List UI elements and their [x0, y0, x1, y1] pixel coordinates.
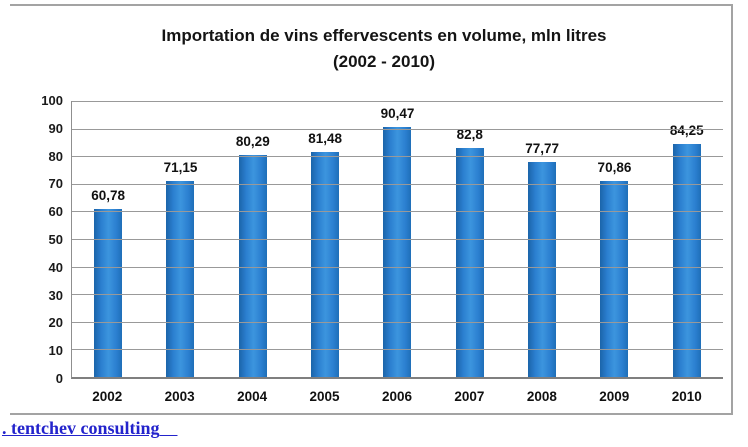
gridline — [72, 183, 723, 185]
bar — [166, 180, 195, 377]
bar-slot: 81,48 — [289, 101, 361, 377]
gridline — [72, 101, 723, 102]
bar — [528, 162, 557, 377]
bar — [600, 181, 629, 377]
gridline — [72, 239, 723, 240]
gridline — [72, 128, 723, 130]
y-tick-label: 50 — [48, 232, 63, 247]
x-tick-label: 2006 — [381, 389, 412, 404]
bar-slot: 90,47 — [361, 101, 433, 377]
bar-value-label: 60,78 — [91, 188, 126, 204]
y-tick-label: 90 — [48, 120, 63, 136]
chart-frame: Importation de vins effervescents en vol… — [10, 4, 733, 415]
bar-slot: 70,86 — [578, 101, 650, 377]
bar-slot: 77,77 — [506, 101, 578, 377]
bar-slot: 60,78 — [72, 101, 144, 377]
plot-area: 60,78 71,15 80,29 81,48 90,47 82,8 77,77 70,86 8… — [71, 101, 723, 379]
bar-value-label: 81,48 — [308, 131, 343, 147]
gridline — [72, 266, 723, 268]
bar — [311, 152, 340, 377]
bar-value-label: 71,15 — [163, 159, 198, 175]
x-tick-label: 2010 — [671, 389, 702, 404]
bar — [455, 148, 484, 377]
x-tick-label: 2004 — [237, 389, 268, 404]
chart-subtitle: (2002 - 2010) — [332, 52, 436, 71]
bar-slot: 84,25 — [651, 101, 723, 377]
y-tick-label: 70 — [48, 176, 63, 192]
y-tick-label: 20 — [48, 315, 63, 331]
bar-value-label: 80,29 — [235, 134, 270, 150]
y-tick-label: 40 — [48, 259, 63, 275]
gridline — [72, 349, 723, 351]
y-tick-label: 30 — [48, 287, 63, 303]
bar-value-label: 90,47 — [380, 106, 415, 122]
x-tick-label: 2003 — [164, 389, 195, 404]
y-tick-label: 60 — [48, 204, 63, 220]
chart-title: Importation de vins effervescents en vol… — [161, 26, 607, 45]
y-tick-label: 100 — [41, 93, 63, 108]
y-axis: 0 10 20 30 40 50 60 70 80 90 100 — [10, 93, 63, 386]
bar-value-label: 82,8 — [456, 127, 483, 143]
y-tick-label: 80 — [48, 148, 63, 164]
bar — [672, 144, 701, 377]
gridline — [72, 294, 723, 296]
y-tick-label: 10 — [48, 343, 63, 359]
footer-link[interactable]: . tentchev consulting — [2, 418, 160, 438]
gridline — [72, 321, 723, 323]
gridline — [72, 211, 723, 213]
x-axis: 2002 2003 2004 2005 2006 2007 2008 2009 2010 — [71, 387, 723, 407]
bar-slot: 80,29 — [217, 101, 289, 377]
y-tick-label: 0 — [55, 371, 63, 386]
bar — [383, 127, 412, 377]
gridline — [72, 156, 723, 158]
bar-value-label: 77,77 — [525, 141, 560, 157]
bar-value-label: 70,86 — [597, 160, 632, 176]
x-tick-label: 2008 — [526, 389, 557, 404]
bars: 60,78 71,15 80,29 81,48 90,47 82,8 77,77 70,86 8… — [72, 101, 723, 377]
x-tick-label: 2007 — [454, 389, 485, 404]
x-tick-label: 2002 — [92, 389, 123, 404]
bar-slot: 71,15 — [144, 101, 216, 377]
x-tick-label: 2009 — [599, 389, 630, 404]
bar — [238, 155, 267, 377]
bar — [94, 209, 123, 377]
bar-slot: 82,8 — [434, 101, 506, 377]
x-tick-label: 2005 — [309, 389, 340, 404]
bar-value-label: 84,25 — [669, 123, 704, 139]
